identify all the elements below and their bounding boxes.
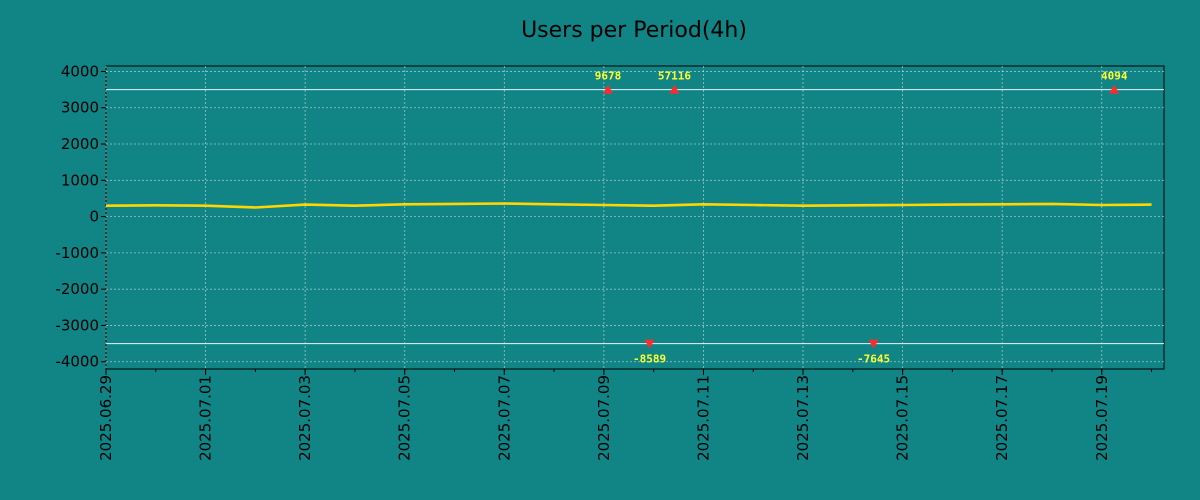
peak-marker <box>603 84 614 94</box>
peak-marker <box>669 84 680 94</box>
y-tick-label: 3000 <box>61 99 99 117</box>
trough-label: -7645 <box>857 353 890 366</box>
grid-layer <box>105 66 1164 369</box>
y-tick-label: -4000 <box>55 353 99 371</box>
y-tick-label: 2000 <box>61 135 99 153</box>
x-tick-label: 2025.06.29 <box>97 375 115 461</box>
trough-label: -8589 <box>633 353 666 366</box>
peak-label: 57116 <box>658 70 691 83</box>
x-tick-label: 2025.07.01 <box>197 375 215 461</box>
plot-frame <box>105 65 1165 370</box>
peak-label: 4094 <box>1101 70 1128 83</box>
x-tick-label: 2025.07.13 <box>794 375 812 461</box>
x-tick-label: 2025.07.03 <box>296 375 314 461</box>
y-tick-label: 4000 <box>61 62 99 80</box>
y-tick-label: -1000 <box>55 244 99 262</box>
y-tick-label: 1000 <box>61 171 99 189</box>
y-axis-ticks: 4000 3000 2000 1000 0 -1000 -2000 -3000 -4000 <box>55 62 106 371</box>
x-tick-label: 2025.07.11 <box>694 375 712 461</box>
x-tick-label: 2025.07.17 <box>993 375 1011 461</box>
x-tick-label: 2025.07.05 <box>396 375 414 461</box>
series-layer <box>105 202 1152 209</box>
peak-marker <box>1109 84 1120 94</box>
y-tick-label: 0 <box>89 208 99 226</box>
reference-lines <box>106 89 1164 345</box>
x-tick-label: 2025.07.19 <box>1093 375 1111 461</box>
x-tick-label: 2025.07.15 <box>894 375 912 461</box>
annotation-markers: 9678 -8589 57116 -7645 4094 <box>595 70 1128 366</box>
x-axis-ticks: 2025.06.29 2025.07.01 2025.07.03 2025.07.05… <box>97 369 1153 461</box>
trough-marker <box>868 339 879 349</box>
chart-title: Users per Period(4h) <box>521 18 747 43</box>
peak-label: 9678 <box>595 70 622 83</box>
x-tick-label: 2025.07.07 <box>495 375 513 461</box>
trough-marker <box>644 339 655 349</box>
x-tick-label: 2025.07.09 <box>595 375 613 461</box>
y-tick-label: -2000 <box>55 280 99 298</box>
y-tick-label: -3000 <box>55 316 99 334</box>
series-line <box>105 202 1152 209</box>
